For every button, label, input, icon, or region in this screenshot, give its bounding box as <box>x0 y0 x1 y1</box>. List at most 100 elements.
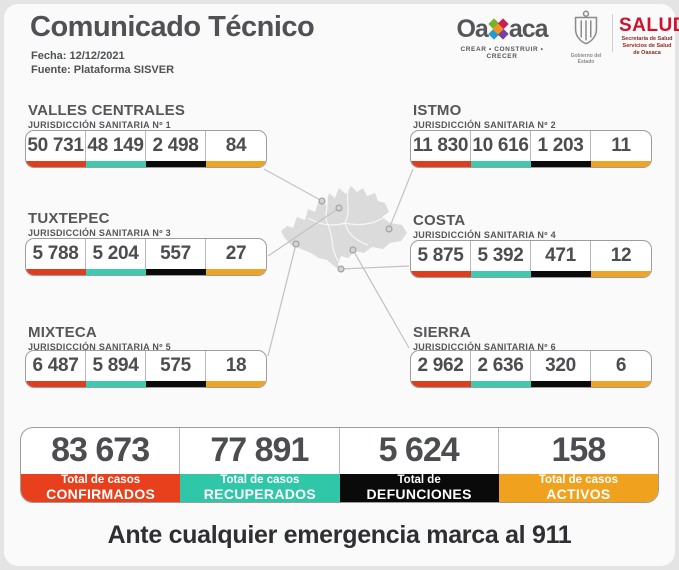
recovered-cell: 48 149 <box>86 131 146 167</box>
salud-sub2: Servicios de Salud de Oaxaca <box>622 43 672 56</box>
active-bar <box>591 161 651 167</box>
stats-tuxtepec: 5 788 5 204 557 27 <box>25 238 267 276</box>
deaths-bar <box>531 381 591 387</box>
total-active-value: 158 <box>551 431 607 470</box>
state-government-emblem: Gobierno del Estado <box>563 9 609 65</box>
region-name: TUXTEPEC <box>28 210 110 227</box>
recovered-value: 5 392 <box>471 241 531 271</box>
region-jurisdiction: JURISDICCIÓN SANITARIA Nº 2 <box>413 120 556 130</box>
active-value: 27 <box>225 243 247 264</box>
recovered-bar <box>86 381 146 387</box>
deaths-cell: 557 <box>146 239 206 275</box>
active-bar <box>206 381 266 387</box>
total-confirmed-value: 83 673 <box>21 428 181 474</box>
active-cell: 6 <box>591 351 651 387</box>
region-jurisdiction: JURISDICCIÓN SANITARIA Nº 5 <box>28 342 171 352</box>
confirmed-value: 5 875 <box>411 241 471 271</box>
recovered-cell: 5 204 <box>86 239 146 275</box>
region-label-istmo: ISTMO JURISDICCIÓN SANITARIA Nº 2 <box>413 102 657 130</box>
recovered-value: 5 894 <box>86 351 146 381</box>
region-name: COSTA <box>413 212 466 229</box>
stats-istmo: 11 830 10 616 1 203 11 <box>410 130 652 168</box>
total-deaths-value: 5 624 <box>340 428 499 474</box>
gov-caption: Gobierno del Estado <box>570 53 602 65</box>
region-label-sierra: SIERRA JURISDICCIÓN SANITARIA Nº 6 <box>413 324 657 352</box>
deaths-bar <box>146 161 206 167</box>
page-title: Comunicado Técnico <box>30 11 315 43</box>
active-cell: 12 <box>591 241 651 277</box>
region-jurisdiction: JURISDICCIÓN SANITARIA Nº 4 <box>413 230 556 240</box>
region-name: SIERRA <box>413 324 471 341</box>
active-cell: 18 <box>206 351 266 387</box>
confirmed-bar <box>411 161 471 167</box>
total-active-label: Total de casos ACTIVOS <box>498 473 658 502</box>
confirmed-cell: 5 875 <box>411 241 471 277</box>
recovered-bar <box>86 161 146 167</box>
total-confirmed: 83 673 Total de casos CONFIRMADOS <box>21 428 181 502</box>
active-value: 6 <box>615 355 627 376</box>
active-value: 12 <box>610 245 632 266</box>
oaxaca-wordmark: Oa aca <box>447 15 557 44</box>
recovered-bar <box>471 161 531 167</box>
recovered-value: 48 149 <box>86 131 146 161</box>
salud-title: SALUD <box>619 15 679 36</box>
active-cell: 84 <box>206 131 266 167</box>
deaths-cell: 575 <box>146 351 206 387</box>
deaths-value: 1 203 <box>531 131 591 161</box>
total-recovered: 77 891 Total de casos RECUPERADOS <box>180 428 340 502</box>
deaths-value: 320 <box>531 351 591 381</box>
recovered-cell: 5 894 <box>86 351 146 387</box>
recovered-bar <box>471 381 531 387</box>
recovered-value: 2 636 <box>471 351 531 381</box>
report-date: Fecha: 12/12/2021 <box>31 50 125 62</box>
region-jurisdiction: JURISDICCIÓN SANITARIA Nº 6 <box>413 342 556 352</box>
region-name: VALLES CENTRALES <box>28 102 186 119</box>
stats-sierra: 2 962 2 636 320 6 <box>410 350 652 388</box>
deaths-bar <box>531 161 591 167</box>
deaths-cell: 2 498 <box>146 131 206 167</box>
confirmed-cell: 6 487 <box>26 351 86 387</box>
recovered-bar <box>86 269 146 275</box>
oaxaca-state-map <box>281 186 407 271</box>
active-bar <box>206 161 266 167</box>
confirmed-cell: 5 788 <box>26 239 86 275</box>
total-deaths: 5 624 Total de DEFUNCIONES <box>339 428 499 502</box>
recovered-value: 10 616 <box>471 131 531 161</box>
recovered-bar <box>471 271 531 277</box>
recovered-cell: 10 616 <box>471 131 531 167</box>
active-bar <box>591 271 651 277</box>
emergency-notice: Ante cualquier emergencia marca al 911 <box>107 521 572 549</box>
region-label-mixteca: MIXTECA JURISDICCIÓN SANITARIA Nº 5 <box>28 324 272 352</box>
region-jurisdiction: JURISDICCIÓN SANITARIA Nº 1 <box>28 120 171 130</box>
oaxaca-logo: Oa aca CREAR • CONSTRUIR • CRECER <box>447 15 557 60</box>
oaxaca-wordmark-pre: Oa <box>456 15 488 43</box>
deaths-bar <box>531 271 591 277</box>
active-value: 84 <box>225 135 247 156</box>
recovered-cell: 5 392 <box>471 241 531 277</box>
total-recovered-value: 77 891 <box>180 428 340 474</box>
report-source: Fuente: Plataforma SISVER <box>31 64 175 76</box>
confirmed-cell: 11 830 <box>411 131 471 167</box>
oaxaca-tagline: CREAR • CONSTRUIR • CRECER <box>460 46 544 60</box>
oaxaca-x-diamonds-icon <box>488 18 509 40</box>
recovered-value: 5 204 <box>86 239 146 269</box>
region-label-valles-centrales: VALLES CENTRALES JURISDICCIÓN SANITARIA … <box>28 102 272 130</box>
deaths-cell: 471 <box>531 241 591 277</box>
confirmed-value: 11 830 <box>411 131 471 161</box>
total-confirmed-label: Total de casos CONFIRMADOS <box>21 473 181 502</box>
deaths-value: 557 <box>146 239 206 269</box>
confirmed-cell: 2 962 <box>411 351 471 387</box>
oaxaca-wordmark-post: aca <box>508 15 549 43</box>
deaths-cell: 1 203 <box>531 131 591 167</box>
deaths-value: 471 <box>531 241 591 271</box>
confirmed-bar <box>411 271 471 277</box>
region-name: ISTMO <box>413 102 462 119</box>
total-active: 158 Total de casos ACTIVOS <box>498 428 658 502</box>
confirmed-value: 6 487 <box>26 351 86 381</box>
confirmed-bar <box>26 381 86 387</box>
region-label-tuxtepec: TUXTEPEC JURISDICCIÓN SANITARIA Nº 3 <box>28 210 272 238</box>
total-deaths-label: Total de DEFUNCIONES <box>339 473 499 502</box>
recovered-cell: 2 636 <box>471 351 531 387</box>
deaths-value: 2 498 <box>146 131 206 161</box>
salud-logo: SALUD Secretaría de Salud Servicios de S… <box>619 15 679 57</box>
